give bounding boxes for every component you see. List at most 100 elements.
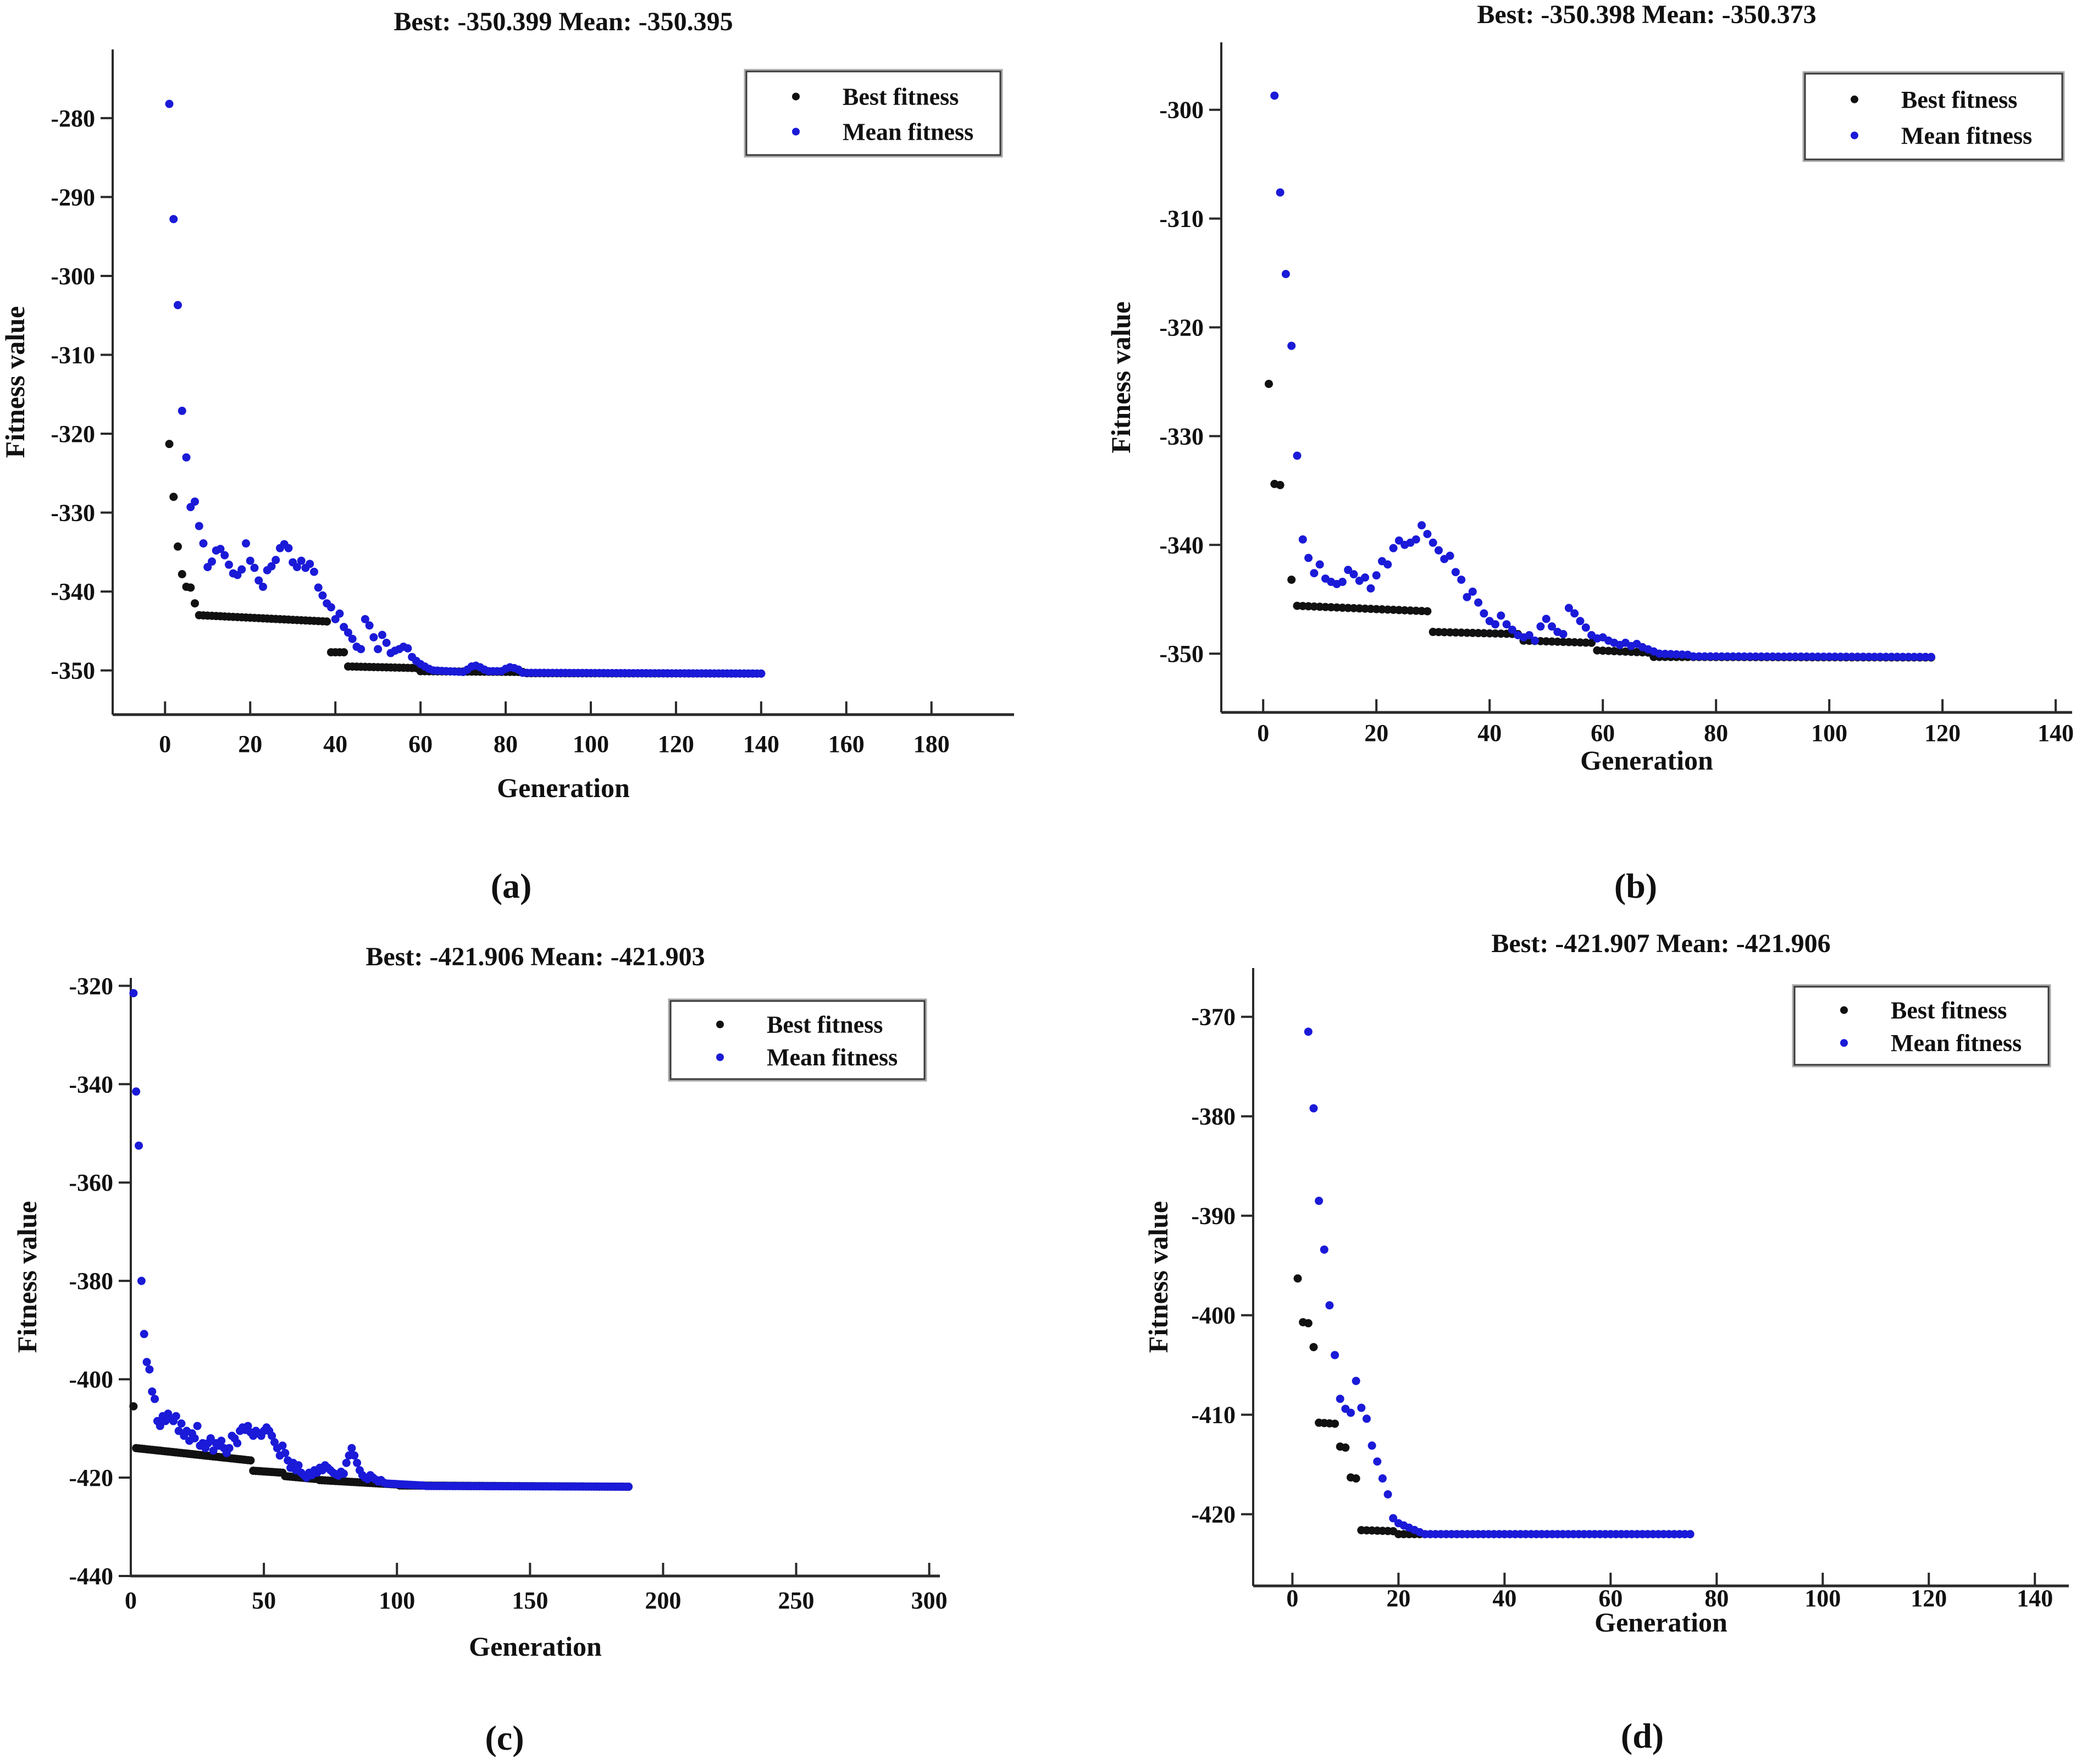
data-point (342, 1458, 351, 1467)
data-point (624, 1483, 633, 1491)
data-point (1797, 652, 1806, 661)
x-tick-label: 100 (573, 731, 609, 757)
data-point (374, 645, 383, 654)
data-point (1389, 544, 1398, 552)
data-point (1411, 535, 1420, 544)
data-point (177, 1419, 186, 1428)
legend-outer-border (1802, 71, 2065, 162)
data-point (1706, 652, 1715, 661)
data-point (208, 557, 217, 566)
data-point (1887, 652, 1896, 661)
data-point (1542, 615, 1551, 623)
data-point (1497, 611, 1505, 620)
data-point (1331, 1351, 1339, 1359)
legend-a: Best fitness Mean fitness (744, 69, 1003, 158)
data-point (272, 556, 280, 565)
data-point (1287, 576, 1296, 584)
data-point (365, 621, 374, 630)
data-point (216, 545, 225, 554)
data-point (1525, 631, 1533, 639)
x-tick-label: 40 (1477, 720, 1502, 746)
data-point (1341, 1443, 1350, 1452)
data-point (145, 1365, 154, 1374)
legend-box (669, 1000, 926, 1080)
data-point (1921, 652, 1930, 661)
data-point (294, 1461, 303, 1470)
data-point (1293, 451, 1302, 460)
data-point (1881, 652, 1890, 661)
x-tick-label: 140 (743, 731, 779, 757)
series-best-b (1265, 379, 1936, 662)
data-point (258, 582, 267, 591)
data-point (1791, 652, 1799, 661)
legend-label-best: Best fitness (1891, 997, 2007, 1024)
data-point (1352, 1376, 1360, 1385)
data-point (382, 638, 391, 647)
data-point (1361, 573, 1370, 582)
data-point (237, 565, 246, 574)
data-point (1451, 568, 1460, 577)
data-point (1378, 1474, 1387, 1483)
data-point (174, 301, 182, 309)
legend-marker-mean (716, 1053, 724, 1061)
data-point (1927, 652, 1936, 661)
data-point (191, 497, 200, 506)
x-tick-label: 250 (778, 1587, 815, 1614)
data-point (246, 1456, 255, 1465)
data-point (1383, 1490, 1392, 1498)
data-point (348, 634, 357, 643)
chart-title-b: Best: -350.398 Mean: -350.373 (1477, 0, 1816, 29)
x-tick-label: 0 (1257, 720, 1269, 746)
data-point (284, 544, 293, 552)
y-tick-label: -340 (69, 1071, 113, 1098)
data-point (1836, 652, 1845, 661)
x-tick-label: 40 (323, 731, 347, 757)
data-point (1876, 652, 1885, 661)
x-axis-label-d: Generation (1594, 1607, 1727, 1638)
data-point (233, 1439, 242, 1447)
data-point (1723, 652, 1732, 661)
data-point (1315, 560, 1324, 569)
x-tick-label: 20 (1364, 720, 1388, 746)
y-tick-label: -380 (1191, 1103, 1236, 1130)
data-point (1734, 652, 1743, 661)
data-point (297, 556, 306, 565)
data-point (1904, 652, 1913, 661)
data-point (151, 1395, 159, 1403)
data-point (243, 1422, 252, 1430)
data-point (169, 215, 178, 224)
data-point (1304, 1319, 1313, 1328)
data-point (1265, 379, 1273, 388)
data-point (278, 1441, 287, 1450)
legend-marker-best (716, 1020, 724, 1028)
data-point (1689, 652, 1698, 661)
data-point (132, 1087, 141, 1096)
x-tick-label: 60 (1591, 720, 1615, 746)
data-point (1581, 623, 1590, 632)
data-point (353, 1458, 362, 1467)
data-point (1309, 1343, 1318, 1352)
data-point (1347, 1408, 1355, 1417)
data-point (1893, 652, 1902, 661)
x-axis-label-b: Generation (1580, 745, 1713, 776)
y-tick-label: -420 (1191, 1501, 1236, 1528)
data-point (1910, 652, 1919, 661)
y-tick-label: -400 (69, 1366, 113, 1393)
legend-label-mean: Mean fitness (1891, 1030, 2022, 1057)
data-point (1859, 652, 1868, 661)
data-point (1468, 587, 1477, 596)
data-point (1898, 652, 1907, 661)
data-point (178, 406, 186, 415)
data-point (1474, 598, 1483, 607)
data-point (1315, 1197, 1324, 1206)
data-point (1536, 622, 1545, 631)
data-point (1276, 188, 1284, 197)
data-point (1757, 652, 1766, 661)
data-point (267, 562, 276, 571)
data-point (250, 563, 259, 572)
data-point (340, 648, 348, 657)
subfigure-caption-b: (b) (1614, 866, 1658, 905)
data-point (1570, 609, 1579, 618)
legend-outer-border (744, 69, 1003, 158)
data-point (148, 1387, 157, 1396)
